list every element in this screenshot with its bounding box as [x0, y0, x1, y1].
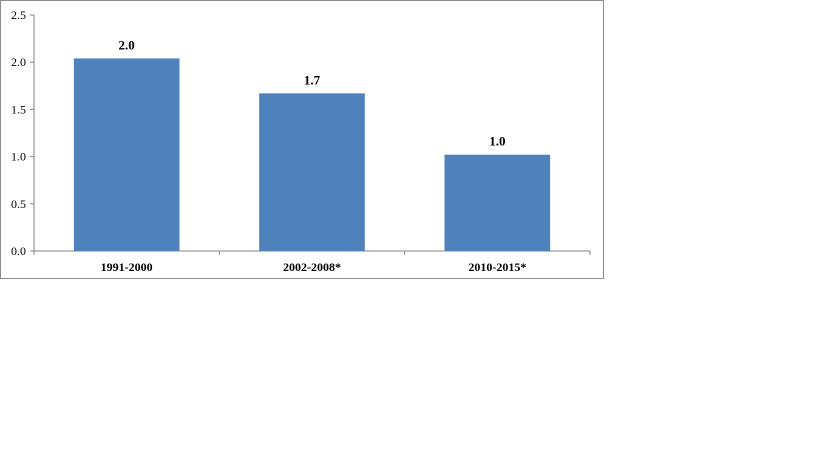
data-label: 1.0: [489, 134, 505, 149]
x-tick-label: 2002-2008*: [283, 260, 341, 274]
bar: [444, 154, 551, 251]
y-tick-label: 2.5: [11, 8, 26, 22]
y-tick-label: 0.0: [11, 244, 26, 258]
data-label: 2.0: [119, 37, 135, 52]
x-tick-label: 1991-2000: [101, 260, 153, 274]
bar: [73, 58, 180, 252]
bars: [73, 58, 551, 252]
y-tick-label: 1.5: [11, 102, 26, 116]
y-tick-label: 0.5: [11, 197, 26, 211]
bar: [259, 93, 365, 252]
x-tick-label: 2010-2015*: [468, 260, 526, 274]
y-tick-label: 1.0: [11, 150, 26, 164]
data-label: 1.7: [304, 72, 321, 87]
labels: 2.0 1991-2000 1.7 2002-2008* 1.0 2010-2015*: [101, 37, 527, 274]
y-tick-label: 2.0: [11, 55, 26, 69]
